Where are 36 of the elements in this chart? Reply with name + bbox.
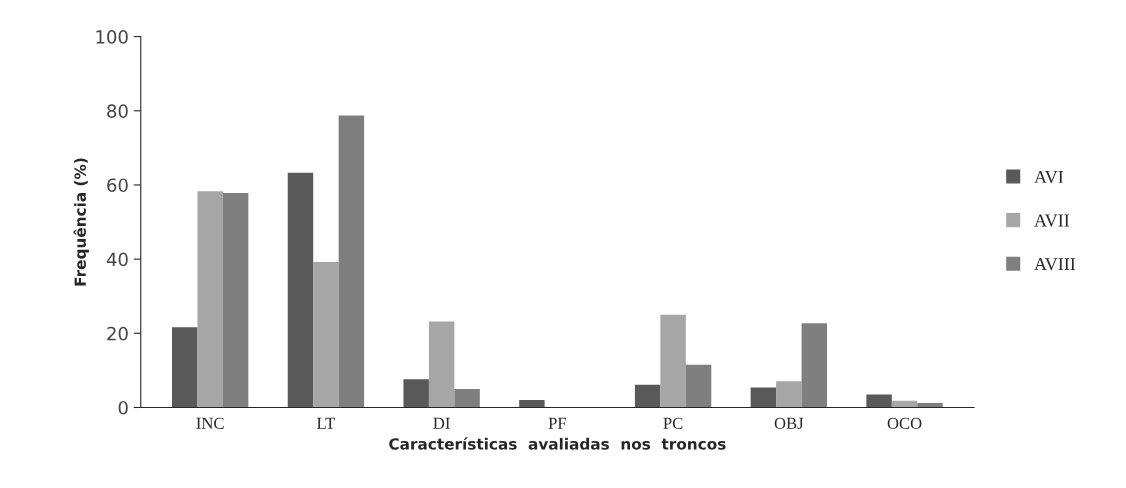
y-tick-label: 60 xyxy=(107,178,128,193)
bar xyxy=(172,327,198,408)
x-tick-label: OCO xyxy=(887,417,922,429)
y-axis-title: Frequência (%) xyxy=(73,158,89,286)
x-tick-label: OBJ xyxy=(774,417,804,429)
bar xyxy=(287,172,314,408)
y-tick-label: 20 xyxy=(107,326,128,341)
bar xyxy=(750,387,777,408)
bar xyxy=(801,323,828,408)
bar xyxy=(634,384,661,408)
y-tick-label: 80 xyxy=(107,104,128,118)
y-tick-label: 100 xyxy=(96,30,128,44)
bar xyxy=(660,314,686,408)
x-axis-title: Características avaliadas nos troncos xyxy=(389,437,726,450)
y-tick-label: 0 xyxy=(118,400,128,415)
bar xyxy=(685,364,712,408)
x-tick-label: DI xyxy=(433,417,450,429)
bar xyxy=(403,379,429,408)
x-tick-label: INC xyxy=(196,417,224,429)
bar xyxy=(338,115,365,408)
legend-label: AVII xyxy=(1034,214,1070,227)
bar xyxy=(428,321,455,408)
bar xyxy=(917,403,943,408)
bar xyxy=(776,381,802,408)
bar xyxy=(197,191,223,408)
y-tick-label: 40 xyxy=(106,252,128,267)
bar xyxy=(454,388,480,408)
bar xyxy=(866,394,892,408)
x-tick-label: PC xyxy=(663,417,683,429)
legend-label: AVI xyxy=(1034,170,1064,184)
legend-label: AVIII xyxy=(1034,258,1076,271)
x-tick-label: LT xyxy=(316,417,336,429)
bar xyxy=(222,193,249,408)
bar xyxy=(519,400,545,408)
bar xyxy=(313,262,339,408)
x-tick-label: PF xyxy=(548,417,567,429)
